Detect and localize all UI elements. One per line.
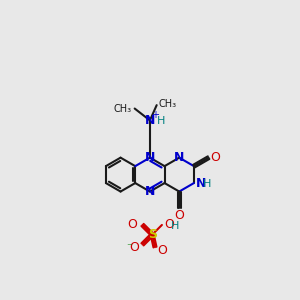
Text: S: S <box>148 228 157 241</box>
Text: O: O <box>210 151 220 164</box>
Text: H: H <box>203 179 212 189</box>
Text: H: H <box>157 116 165 126</box>
Text: N: N <box>145 114 155 127</box>
Text: +: + <box>151 110 159 120</box>
Text: O: O <box>157 244 167 257</box>
Text: N: N <box>145 185 155 198</box>
Text: O: O <box>164 218 174 232</box>
Text: N: N <box>174 151 184 164</box>
Text: N: N <box>145 151 155 164</box>
Text: H: H <box>171 221 179 231</box>
Text: CH₃: CH₃ <box>158 99 176 109</box>
Text: O: O <box>129 241 139 254</box>
Text: O: O <box>174 209 184 222</box>
Text: CH₃: CH₃ <box>113 103 132 113</box>
Text: ⁻: ⁻ <box>127 242 133 252</box>
Text: O: O <box>127 218 137 232</box>
Text: N: N <box>196 177 207 190</box>
